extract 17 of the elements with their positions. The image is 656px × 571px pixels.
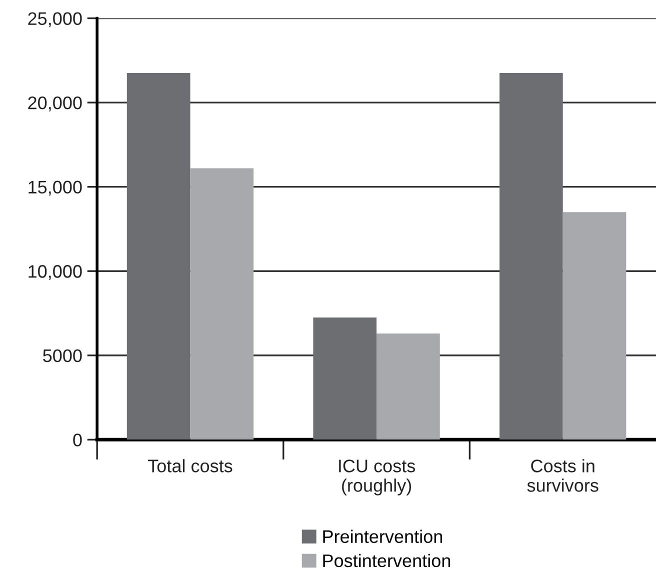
y-tick-label: 25,000 bbox=[28, 12, 82, 28]
bar bbox=[376, 333, 440, 440]
x-tick-label: Costs in survivors bbox=[527, 459, 598, 492]
bar bbox=[313, 317, 377, 440]
bar bbox=[500, 73, 563, 440]
x-tick-label: Total costs bbox=[148, 459, 232, 472]
y-tick-label: 15,000 bbox=[28, 180, 82, 196]
legend-label: Postintervention bbox=[323, 554, 450, 568]
x-tick-label: ICU costs (roughly) bbox=[339, 460, 416, 496]
y-tick-label: 0 bbox=[73, 434, 82, 446]
y-tick-label: 5000 bbox=[43, 349, 82, 362]
bar bbox=[562, 212, 626, 440]
y-tick-label: 10,000 bbox=[28, 265, 82, 280]
legend-label: Preintervention bbox=[323, 530, 442, 544]
bar bbox=[190, 168, 254, 440]
y-tick-label: 20,000 bbox=[28, 96, 82, 112]
bar bbox=[126, 73, 190, 440]
